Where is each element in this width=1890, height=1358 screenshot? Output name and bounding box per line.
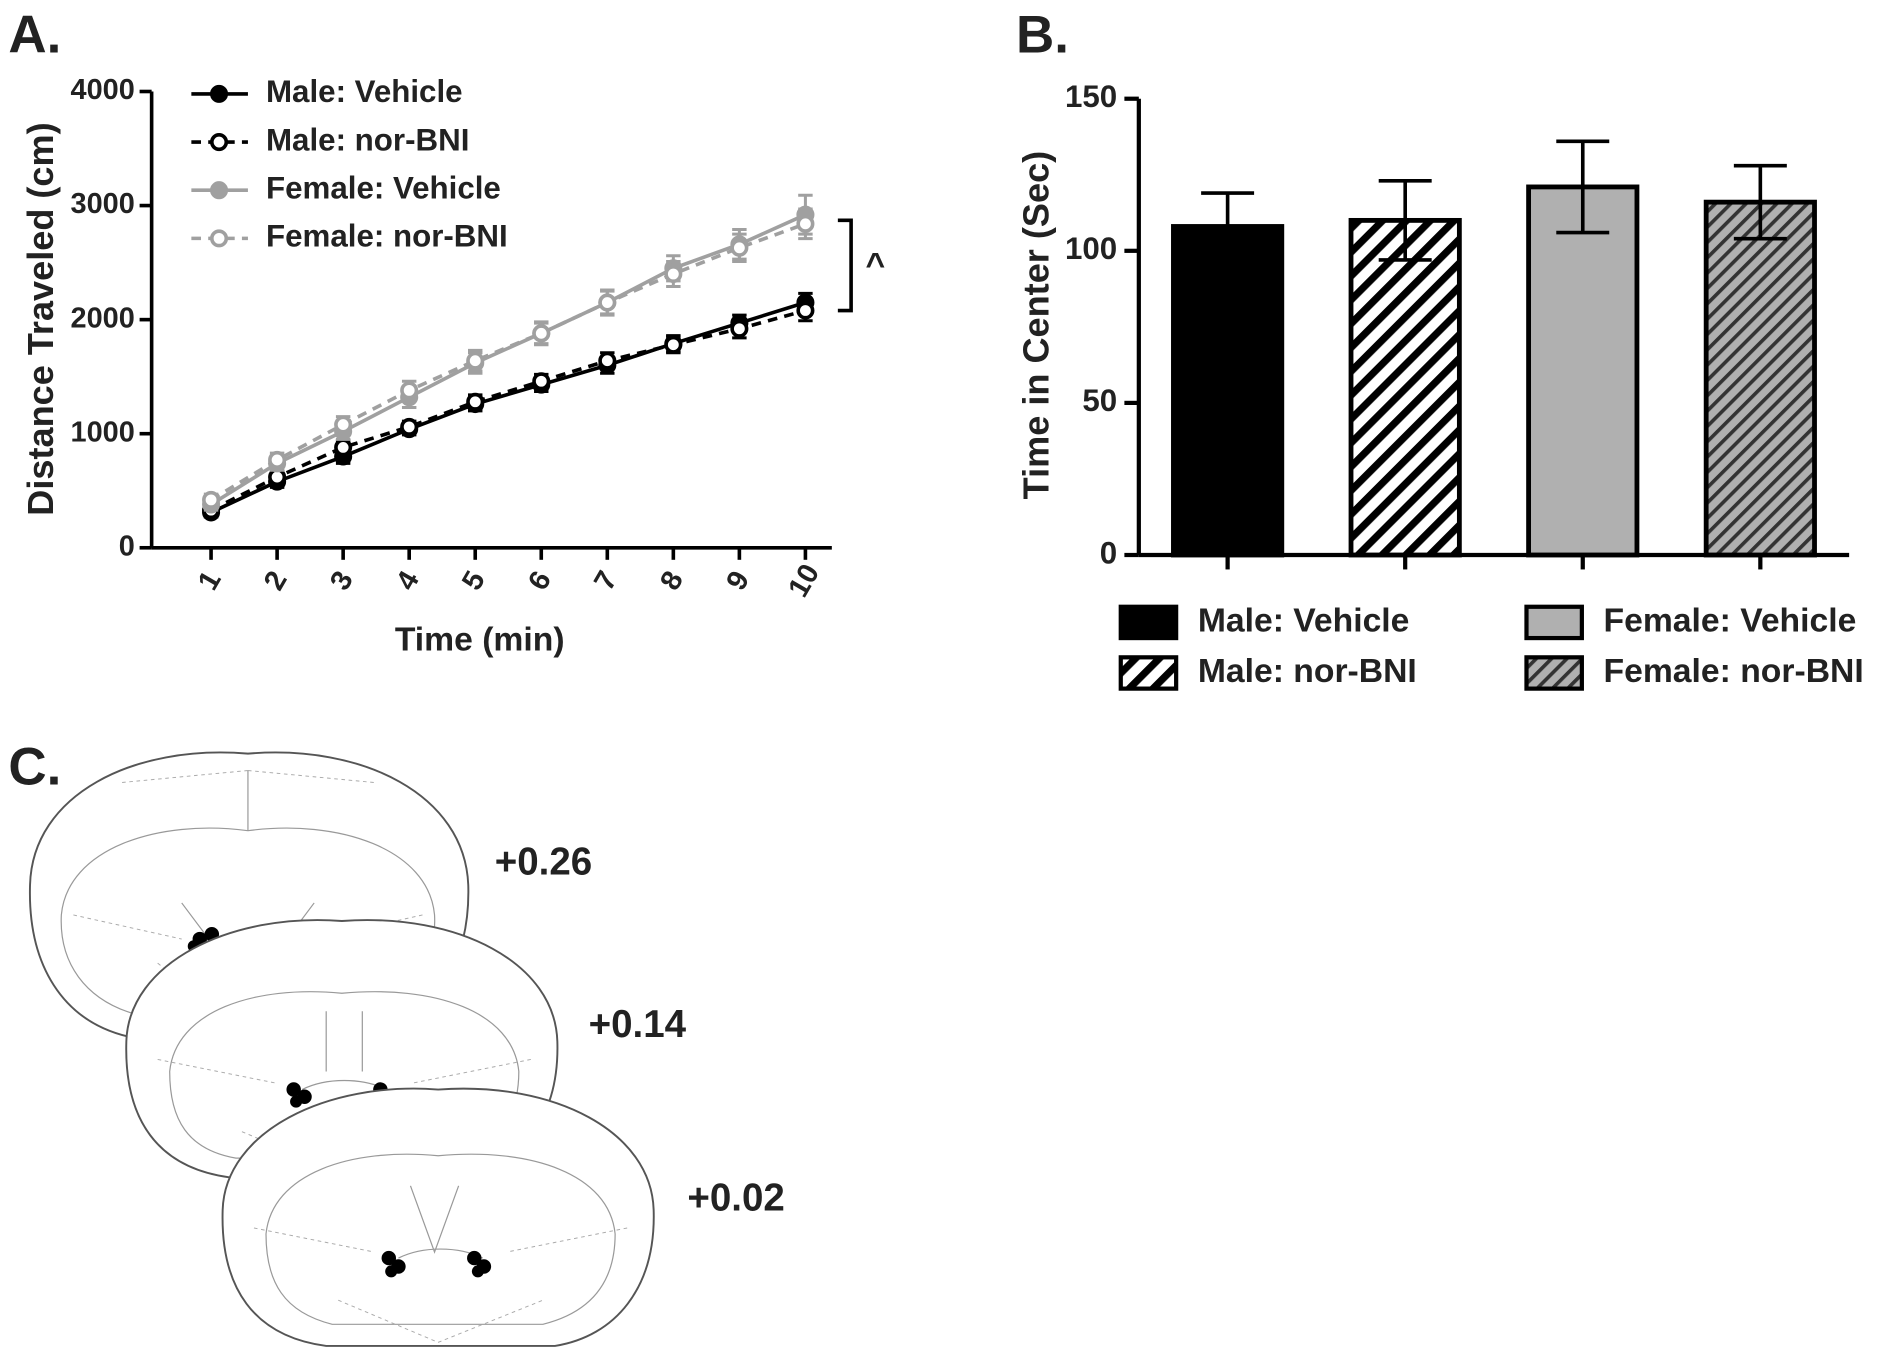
error-bar <box>1556 139 1610 235</box>
legend-label: Female: nor-BNI <box>266 219 508 254</box>
marker <box>400 381 419 400</box>
x-tick-label: 6 <box>522 566 558 596</box>
marker <box>400 417 419 436</box>
y-tick-label: 0 <box>119 530 135 562</box>
x-tick-label: 10 <box>782 559 826 603</box>
legend-swatch <box>1524 604 1584 641</box>
legend-marker <box>210 181 229 200</box>
legend-label: Male: nor-BNI <box>1198 652 1417 690</box>
x-axis-label: Time (min) <box>395 621 565 659</box>
marker <box>730 319 749 338</box>
marker <box>532 372 551 391</box>
section <box>221 1087 655 1347</box>
section-label: +0.14 <box>589 1003 687 1046</box>
y-axis-label: Distance Traveled (cm) <box>20 122 61 515</box>
bar <box>1703 199 1817 558</box>
marker <box>532 324 551 343</box>
legend-marker <box>210 84 229 103</box>
legend-swatch <box>1524 655 1584 691</box>
legend-label: Female: Vehicle <box>266 170 501 205</box>
x-tick-label: 8 <box>654 566 690 596</box>
series-line <box>210 300 806 515</box>
x-tick-label: 4 <box>390 566 426 596</box>
marker <box>598 351 617 370</box>
x-tick-label: 5 <box>456 566 492 596</box>
y-tick-label: 1000 <box>71 416 135 448</box>
significance-bracket <box>837 218 853 313</box>
brain-sections <box>29 751 655 1347</box>
legend-label: Male: Vehicle <box>1198 601 1410 639</box>
y-tick-label: 3000 <box>71 188 135 220</box>
series-line <box>210 222 807 502</box>
marker <box>664 264 683 284</box>
marker <box>202 490 221 509</box>
legend-label: Male: nor-BNI <box>266 122 469 157</box>
legend-swatch <box>1118 604 1179 641</box>
marker <box>664 335 683 354</box>
legend-marker <box>210 133 229 152</box>
section-label: +0.02 <box>687 1176 784 1219</box>
y-tick-label: 150 <box>1065 79 1117 114</box>
x-tick-label: 3 <box>324 566 360 596</box>
x-tick-label: 7 <box>588 566 624 596</box>
section-label: +0.26 <box>495 841 592 884</box>
marker <box>730 238 749 257</box>
marker <box>334 415 353 434</box>
x-tick-label: 2 <box>258 566 294 596</box>
marker <box>598 293 617 312</box>
panel-label: C. <box>8 737 61 796</box>
marker <box>466 392 485 411</box>
legend-label: Female: Vehicle <box>1604 601 1857 639</box>
x-tick-label: 1 <box>192 566 228 596</box>
y-tick-label: 4000 <box>71 74 135 106</box>
bar <box>1526 184 1640 558</box>
annotation: ^ <box>866 246 886 284</box>
bar <box>1171 224 1285 558</box>
y-tick-label: 50 <box>1082 383 1117 418</box>
y-tick-label: 2000 <box>71 302 135 334</box>
marker <box>268 450 287 469</box>
error-bar <box>1733 163 1787 241</box>
legend-marker <box>210 229 229 248</box>
marker <box>466 351 485 370</box>
legend-label: Female: nor-BNI <box>1604 652 1864 690</box>
marker <box>334 438 353 457</box>
marker <box>796 214 815 233</box>
y-tick-label: 0 <box>1100 535 1117 570</box>
marker <box>796 301 815 320</box>
y-tick-label: 100 <box>1065 231 1117 266</box>
legend-label: Male: Vehicle <box>266 74 463 109</box>
x-tick-label: 9 <box>720 566 756 596</box>
error-bar <box>1378 179 1432 262</box>
series-line <box>210 308 806 512</box>
bar <box>1348 217 1462 558</box>
panel-label: B. <box>1016 6 1069 65</box>
y-axis-label: Time in Center (Sec) <box>1015 151 1056 500</box>
error-bar <box>1201 191 1255 262</box>
panel-label: A. <box>8 6 61 65</box>
series-line <box>210 213 807 506</box>
legend-swatch <box>1118 655 1179 691</box>
